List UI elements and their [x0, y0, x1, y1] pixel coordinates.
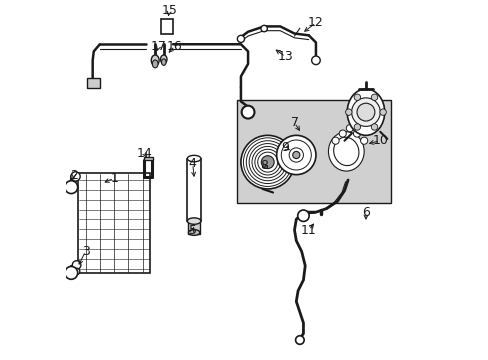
- Circle shape: [292, 152, 299, 158]
- Circle shape: [251, 147, 283, 178]
- Circle shape: [65, 181, 78, 194]
- Circle shape: [288, 148, 303, 162]
- FancyBboxPatch shape: [237, 100, 390, 203]
- Circle shape: [71, 172, 80, 181]
- Circle shape: [360, 137, 367, 144]
- Text: 16: 16: [166, 40, 183, 53]
- Circle shape: [254, 149, 280, 175]
- Circle shape: [351, 98, 380, 126]
- Circle shape: [297, 210, 308, 221]
- Circle shape: [72, 261, 81, 269]
- Circle shape: [370, 124, 377, 130]
- Text: 7: 7: [290, 116, 298, 129]
- Circle shape: [295, 336, 304, 344]
- Text: 6: 6: [361, 206, 369, 219]
- Circle shape: [356, 103, 374, 121]
- Text: 1: 1: [110, 172, 118, 185]
- Ellipse shape: [187, 156, 201, 162]
- Circle shape: [237, 35, 244, 42]
- Circle shape: [281, 140, 311, 170]
- Circle shape: [261, 25, 267, 32]
- Bar: [188, 219, 200, 234]
- Text: 9: 9: [281, 141, 289, 154]
- Circle shape: [243, 138, 291, 186]
- Circle shape: [276, 135, 315, 175]
- Text: 8: 8: [260, 159, 267, 172]
- Ellipse shape: [151, 55, 159, 66]
- Text: 4: 4: [188, 157, 196, 170]
- Circle shape: [246, 141, 288, 184]
- Text: 5: 5: [188, 224, 196, 237]
- Text: 15: 15: [161, 4, 177, 17]
- Circle shape: [353, 130, 360, 137]
- Circle shape: [345, 109, 351, 115]
- Circle shape: [331, 137, 339, 144]
- Bar: [187, 158, 201, 221]
- Circle shape: [353, 94, 360, 100]
- Circle shape: [379, 109, 386, 115]
- Text: 11: 11: [300, 224, 316, 237]
- Circle shape: [73, 268, 80, 275]
- Circle shape: [257, 152, 277, 172]
- Bar: [78, 173, 149, 273]
- Circle shape: [248, 144, 285, 181]
- Circle shape: [370, 94, 377, 100]
- Ellipse shape: [346, 89, 384, 135]
- Bar: [160, 19, 173, 33]
- Circle shape: [241, 106, 254, 118]
- Text: 12: 12: [307, 16, 323, 29]
- Text: 2: 2: [70, 169, 78, 182]
- Circle shape: [65, 266, 78, 279]
- Circle shape: [346, 125, 353, 132]
- Ellipse shape: [160, 55, 166, 64]
- Text: 14: 14: [136, 147, 152, 160]
- Text: 13: 13: [277, 50, 293, 63]
- Text: 10: 10: [371, 134, 387, 147]
- Bar: [87, 78, 100, 88]
- Circle shape: [311, 56, 320, 64]
- Ellipse shape: [161, 59, 166, 65]
- Ellipse shape: [328, 132, 364, 171]
- Ellipse shape: [333, 137, 358, 166]
- Circle shape: [241, 135, 294, 189]
- Bar: [143, 157, 153, 160]
- Circle shape: [261, 156, 274, 168]
- Ellipse shape: [187, 218, 201, 224]
- Circle shape: [339, 130, 346, 137]
- Circle shape: [353, 124, 360, 130]
- Ellipse shape: [152, 60, 158, 68]
- Ellipse shape: [188, 230, 200, 235]
- Text: 17: 17: [150, 40, 166, 53]
- Text: 3: 3: [81, 245, 89, 258]
